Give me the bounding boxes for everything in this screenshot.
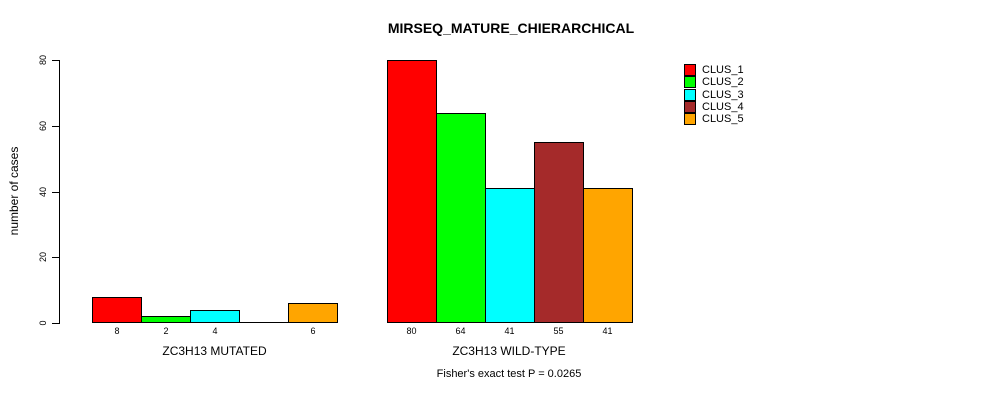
y-tick-label: 40: [38, 186, 48, 198]
bar-value-label: 41: [504, 326, 515, 336]
bar: [435, 113, 486, 323]
x-group-label-wildtype: ZC3H13 WILD-TYPE: [452, 344, 566, 358]
bar-value-label: 8: [114, 326, 120, 336]
y-axis-line: [59, 60, 60, 324]
y-tick-label: 80: [38, 54, 48, 66]
bar: [533, 142, 584, 323]
legend-item: CLUS_1: [684, 64, 744, 77]
legend-label: CLUS_1: [702, 64, 744, 77]
caption-fisher-test: Fisher's exact test P = 0.0265: [436, 368, 582, 380]
legend-swatch: [684, 113, 696, 126]
bar-value-label: 55: [553, 326, 564, 336]
bar-value-label: 6: [310, 326, 316, 336]
bar-value-label: 4: [212, 326, 218, 336]
legend: CLUS_1 CLUS_2 CLUS_3 CLUS_4 CLUS_5: [684, 64, 744, 126]
bar-value-label: 64: [455, 326, 466, 336]
bar: [92, 297, 142, 323]
legend-item: CLUS_2: [684, 76, 744, 89]
y-tick: [52, 257, 59, 258]
bar: [582, 188, 633, 323]
legend-label: CLUS_4: [702, 101, 744, 114]
y-tick: [52, 192, 59, 193]
bar: [484, 188, 535, 323]
legend-swatch: [684, 88, 696, 101]
zero-bar-line: [239, 322, 289, 323]
bar: [141, 316, 191, 323]
chart-title: MIRSEQ_MATURE_CHIERARCHICAL: [387, 20, 635, 36]
y-axis-label: number of cases: [7, 146, 21, 236]
x-group-label-mutated: ZC3H13 MUTATED: [162, 344, 267, 358]
bar-value-label: 2: [163, 326, 169, 336]
legend-label: CLUS_5: [702, 113, 744, 126]
legend-swatch: [684, 76, 696, 89]
bar: [190, 310, 240, 323]
bar: [386, 60, 437, 323]
legend-label: CLUS_3: [702, 88, 744, 101]
legend-item: CLUS_4: [684, 101, 744, 114]
y-tick-label: 60: [38, 120, 48, 132]
legend-swatch: [684, 101, 696, 114]
y-tick: [52, 126, 59, 127]
legend-item: CLUS_3: [684, 88, 744, 101]
bar-value-label: 80: [406, 326, 417, 336]
legend-swatch: [684, 64, 696, 77]
y-tick-label: 0: [38, 320, 48, 326]
y-tick: [52, 323, 59, 324]
y-tick-label: 20: [38, 251, 48, 263]
bar-value-label: 41: [602, 326, 613, 336]
bar: [288, 303, 338, 323]
legend-label: CLUS_2: [702, 76, 744, 89]
y-tick: [52, 60, 59, 61]
legend-item: CLUS_5: [684, 113, 744, 126]
